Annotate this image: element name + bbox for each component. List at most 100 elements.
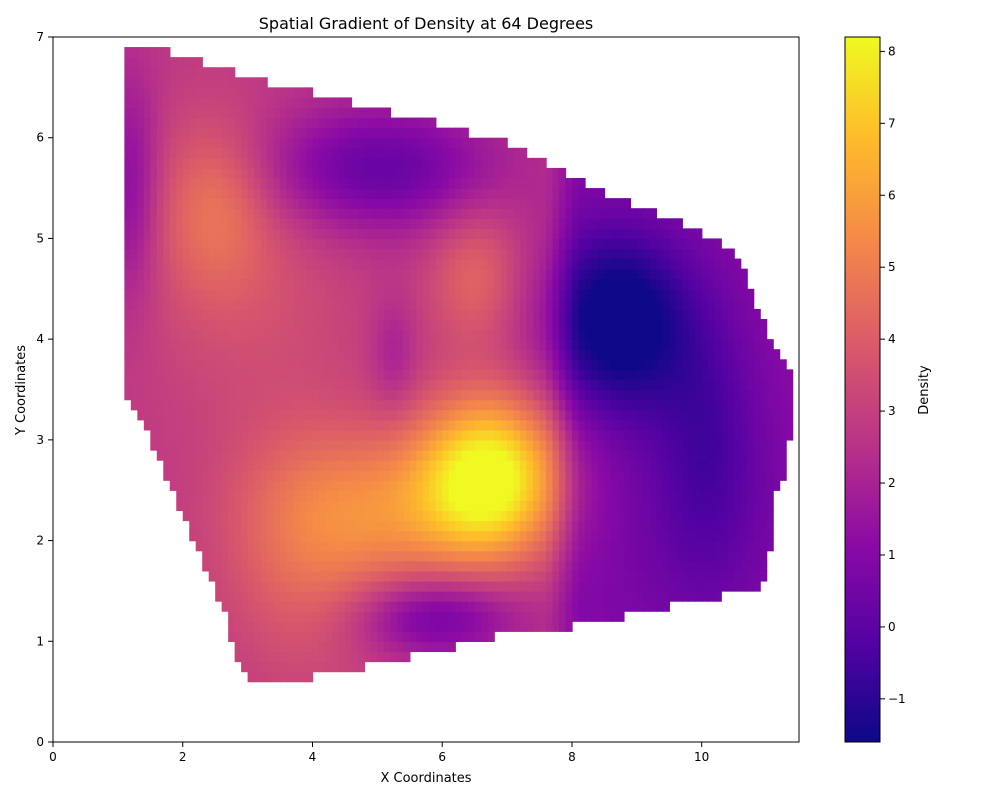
density-cell: [435, 570, 443, 582]
density-cell: [189, 97, 197, 109]
density-cell: [364, 601, 372, 612]
density-cell: [695, 449, 703, 461]
density-cell: [461, 550, 469, 562]
density-cell: [254, 208, 262, 219]
density-cell: [734, 550, 742, 562]
density-cell: [364, 359, 372, 371]
density-cell: [409, 228, 417, 240]
density-cell: [208, 470, 216, 481]
density-cell: [150, 399, 158, 411]
density-cell: [260, 429, 268, 441]
density-cell: [305, 87, 314, 99]
density-cell: [299, 419, 307, 431]
density-cell: [377, 429, 385, 441]
density-cell: [318, 590, 327, 602]
density-cell: [156, 167, 164, 179]
density-cell: [630, 439, 638, 451]
density-cell: [494, 590, 502, 602]
density-cell: [409, 500, 417, 512]
density-cell: [507, 147, 515, 159]
density-cell: [643, 238, 651, 250]
density-cell: [481, 470, 489, 481]
density-cell: [688, 369, 696, 381]
density-cell: [143, 369, 152, 381]
density-cell: [312, 278, 320, 290]
density-cell: [143, 329, 152, 340]
density-cell: [215, 117, 223, 129]
density-cell: [293, 339, 301, 350]
density-cell: [708, 238, 716, 250]
density-cell: [221, 520, 229, 532]
density-cell: [455, 198, 463, 209]
density-cell: [293, 248, 301, 260]
density-cell: [234, 641, 242, 653]
density-cell: [526, 449, 534, 461]
density-cell: [558, 611, 567, 622]
density-cell: [623, 409, 632, 421]
density-cell: [208, 238, 216, 250]
density-cell: [169, 329, 177, 340]
density-cell: [150, 298, 158, 310]
density-cell: [221, 399, 229, 411]
density-cell: [228, 278, 236, 290]
density-cell: [507, 580, 515, 592]
density-cell: [643, 258, 651, 270]
density-cell: [280, 429, 288, 441]
density-cell: [169, 208, 177, 219]
density-cell: [636, 248, 645, 260]
density-cell: [740, 298, 748, 310]
density-cell: [526, 439, 534, 451]
density-cell: [461, 530, 469, 542]
density-cell: [578, 419, 586, 431]
density-cell: [461, 510, 469, 522]
density-cell: [539, 319, 547, 330]
density-cell: [221, 429, 229, 441]
density-cell: [701, 530, 709, 542]
density-cell: [734, 490, 742, 501]
density-cell: [546, 409, 554, 421]
density-cell: [429, 449, 437, 461]
density-cell: [422, 570, 430, 582]
density-cell: [507, 167, 515, 179]
density-cell: [312, 601, 320, 612]
density-cell: [643, 601, 651, 612]
density-cell: [357, 419, 366, 431]
density-cell: [766, 500, 774, 512]
density-cell: [318, 147, 327, 159]
density-cell: [241, 460, 249, 471]
density-cell: [202, 389, 210, 401]
density-cell: [442, 268, 450, 280]
density-cell: [390, 349, 398, 360]
density-cell: [280, 349, 288, 360]
density-cell: [280, 268, 288, 280]
density-cell: [539, 228, 547, 240]
density-cell: [260, 540, 268, 552]
density-cell: [351, 298, 359, 310]
density-cell: [422, 278, 430, 290]
density-cell: [357, 107, 366, 119]
density-cell: [468, 601, 476, 612]
density-cell: [429, 278, 437, 290]
density-cell: [636, 480, 645, 491]
density-cell: [636, 500, 645, 512]
density-cell: [539, 601, 547, 612]
density-cell: [273, 248, 281, 260]
density-cell: [442, 470, 450, 481]
density-cell: [643, 288, 651, 300]
density-cell: [753, 359, 761, 371]
density-cell: [688, 550, 696, 562]
x-tick-label: 0: [49, 750, 57, 764]
density-cell: [617, 399, 625, 411]
density-cell: [558, 238, 567, 250]
density-cell: [610, 520, 619, 532]
density-cell: [189, 389, 197, 401]
density-cell: [597, 480, 606, 491]
density-cell: [286, 570, 294, 582]
density-cell: [156, 449, 164, 461]
density-cell: [435, 530, 443, 542]
density-cell: [254, 560, 262, 572]
density-cell: [487, 580, 495, 592]
density-cell: [558, 470, 567, 481]
density-cell: [403, 268, 411, 280]
density-cell: [675, 550, 683, 562]
